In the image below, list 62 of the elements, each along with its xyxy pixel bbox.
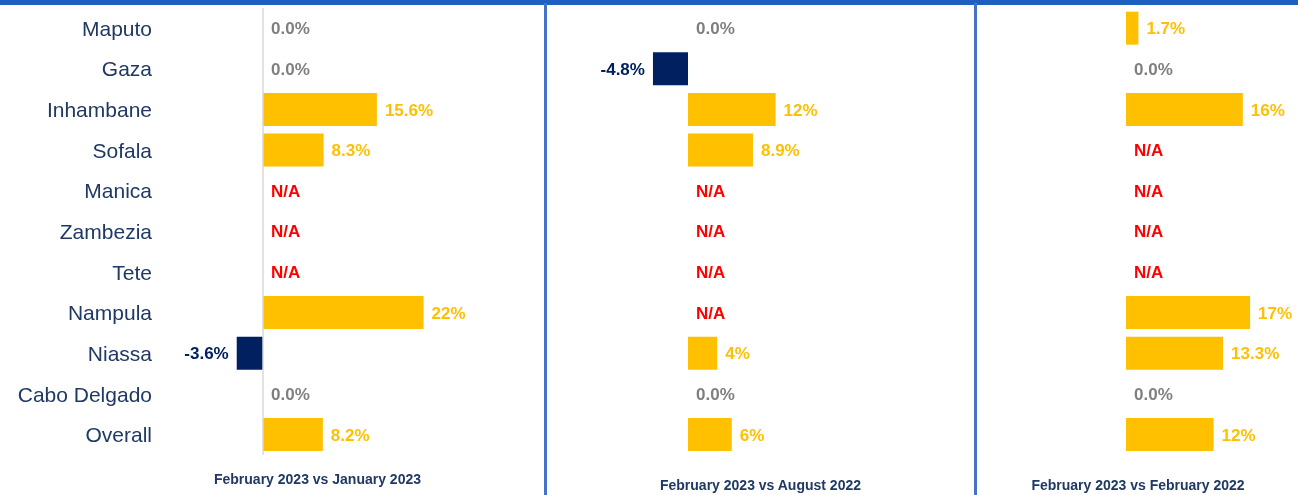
y-tick-label: Zambezia <box>59 219 153 243</box>
data-label: 0.0% <box>1134 385 1173 404</box>
data-label: 0.0% <box>271 19 310 39</box>
data-label: 0.0% <box>271 385 310 404</box>
text: N/A <box>1134 222 1164 242</box>
bar <box>688 133 753 167</box>
data-label: 0.0% <box>1134 59 1173 79</box>
data-label: -3.6% <box>184 344 229 364</box>
x-axis-title: February 2023 vs August 2022 <box>659 477 862 493</box>
bar <box>688 92 776 126</box>
text: N/A <box>1134 181 1164 201</box>
data-label: 1.7% <box>1146 19 1186 39</box>
bar <box>688 418 732 452</box>
text: N/A <box>696 303 726 323</box>
text: N/A <box>1134 263 1164 283</box>
x-axis-title: February 2023 vs February 2022 <box>1030 477 1246 493</box>
data-label: 15.6% <box>384 100 434 120</box>
text: N/A <box>271 263 301 283</box>
x-axis-title: February 2023 vs January 2023 <box>213 471 422 487</box>
bar <box>652 52 688 86</box>
y-tick-label: Sofala <box>92 138 153 162</box>
bar <box>263 133 324 167</box>
bar <box>1126 418 1214 452</box>
data-label: 16% <box>1250 100 1285 120</box>
y-tick-label: Gaza <box>101 57 153 81</box>
data-label: 8.2% <box>330 425 370 445</box>
data-label: 0.0% <box>696 385 735 404</box>
y-tick-label: Maputo <box>81 16 152 40</box>
y-tick-label: Nampula <box>67 301 153 325</box>
text: N/A <box>1134 141 1164 161</box>
data-label: 4% <box>725 344 750 364</box>
y-tick-label: Niassa <box>87 341 153 365</box>
text: N/A <box>696 263 726 283</box>
bar <box>1126 11 1139 45</box>
data-label: 6% <box>739 425 765 445</box>
text: N/A <box>696 222 726 242</box>
data-label: 8.9% <box>760 141 800 161</box>
data-label: 8.3% <box>331 141 371 161</box>
y-tick-label: Tete <box>112 260 152 284</box>
bar <box>263 92 377 126</box>
data-label: -4.8% <box>600 59 645 79</box>
data-label: 12% <box>783 100 818 120</box>
data-label: 0.0% <box>271 59 310 79</box>
bar <box>263 418 323 452</box>
y-tick-label: Inhambane <box>46 98 152 122</box>
text: N/A <box>271 222 301 242</box>
text: N/A <box>271 181 301 201</box>
data-label: 12% <box>1221 425 1256 445</box>
data-label: 13.3% <box>1231 344 1280 364</box>
bar <box>263 296 424 330</box>
y-tick-label: Cabo Delgado <box>17 382 152 406</box>
y-tick-label: Manica <box>84 179 153 203</box>
bar <box>688 336 718 370</box>
bar <box>236 336 263 370</box>
data-label: 0.0% <box>696 19 735 39</box>
bar <box>1126 92 1243 126</box>
data-label: 17% <box>1258 303 1293 323</box>
data-label: 22% <box>431 303 466 323</box>
text: N/A <box>696 181 726 201</box>
bar <box>1126 336 1224 370</box>
y-tick-label: Overall <box>85 423 152 447</box>
bar <box>1126 296 1251 330</box>
